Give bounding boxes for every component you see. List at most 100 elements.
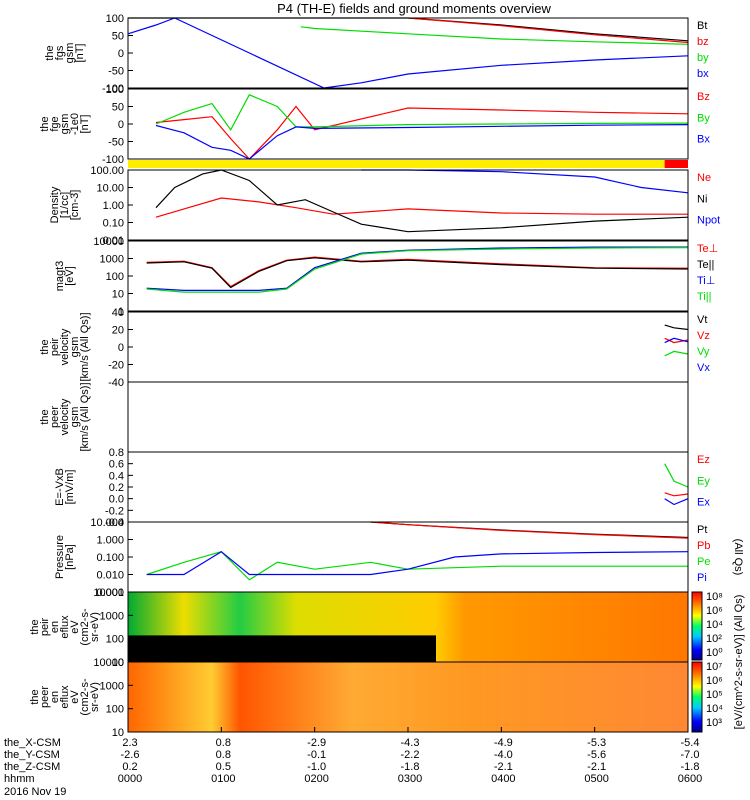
y-tick-label: 100	[106, 704, 124, 716]
y-axis-label: gsm	[64, 43, 76, 64]
y-tick-label: 50	[112, 31, 124, 43]
series-fge-By	[155, 94, 689, 131]
status-bar	[128, 160, 688, 168]
y-axis-label: sr-eV)	[89, 682, 101, 712]
colorbar-tick: 10³	[706, 717, 722, 729]
series-temp-Te||	[146, 257, 689, 289]
panel-frame	[127, 451, 689, 523]
y-tick-label: 1.00	[103, 200, 124, 212]
y-axis-label: peer	[39, 686, 51, 708]
y-axis-label: [nPa]	[64, 544, 76, 570]
colorbar-lower	[691, 661, 703, 733]
status-bar-red	[664, 160, 688, 168]
y-tick-label: 100	[106, 634, 124, 646]
series-pressure-Pi	[146, 550, 689, 576]
y-tick-label: 20	[112, 325, 124, 337]
panel-frame	[127, 381, 689, 453]
colorbar-tick: 10²	[706, 633, 722, 645]
panel-pressure: Pt Pb Pe Pi 10.000 1.000 0.100 0.010 0.001 Pressu…	[54, 517, 744, 599]
y-tick-label: -0.4	[105, 517, 124, 529]
legend-temp-Ti||: Ti||	[697, 291, 711, 303]
series-efield-Ex	[664, 498, 689, 506]
legend-pressure-Pi: Pi	[697, 572, 707, 584]
panel-peir_vel: Vt Vz Vy Vx 40 20 0 -20 -40 thepeirvelocitygsm[km…	[39, 307, 710, 389]
series-efield-Ez	[664, 492, 689, 497]
legend-pressure-Pb: Pb	[697, 540, 710, 552]
footer-value: -2.1	[587, 761, 606, 773]
y-tick-label: 100	[106, 84, 124, 96]
footer-value: 0400	[491, 773, 515, 785]
series-fgs-bz	[407, 17, 689, 44]
y-tick-label: -20	[108, 360, 124, 372]
spectrogram-gap	[128, 635, 436, 662]
footer-value: -0.1	[307, 749, 326, 761]
legend-fgs-bz: bz	[697, 36, 709, 48]
spectrogram-image	[128, 662, 688, 732]
y-tick-label: 0.6	[109, 459, 124, 471]
legend-efield-Ex: Ex	[697, 497, 710, 509]
series-peir_vel-Vy	[664, 350, 689, 357]
colorbar-tick: 10⁶	[706, 675, 723, 687]
footer-value: 0100	[211, 773, 235, 785]
footer-value: -4.9	[494, 737, 513, 749]
colorbar-tick: 10⁷	[706, 661, 722, 673]
y-axis-label: (cm2-s-	[79, 608, 91, 646]
panel-peir_spec: 10000 1000 100 10 thepeirenefluxeV(cm2-s-sr-…	[29, 587, 689, 669]
legend-pressure-Pt: Pt	[697, 524, 707, 536]
series-efield-Ey	[664, 463, 689, 488]
y-axis-label: [km/s (All Qs)]	[79, 382, 91, 451]
legend-temp-Te⊥: Te⊥	[697, 243, 718, 255]
legend-peir_vel-Vt: Vt	[697, 314, 707, 326]
y-tick-label: 10000	[93, 657, 124, 669]
series-pressure-Pt	[370, 521, 689, 539]
y-tick-label: 100	[106, 271, 124, 283]
legend-temp-Te||: Te||	[697, 259, 714, 271]
series-density-Npot	[361, 169, 689, 194]
legend-efield-Ez: Ez	[697, 454, 710, 466]
y-tick-label: 0.10	[103, 218, 124, 230]
legend-density-Ne: Ne	[697, 172, 711, 184]
footer-value: 0600	[678, 773, 702, 785]
y-axis-label: E=-VxB	[54, 468, 66, 506]
footer-value: 0300	[398, 773, 422, 785]
plot-title: P4 (TH-E) fields and ground moments over…	[277, 1, 551, 16]
series-density-Ne	[155, 197, 688, 218]
series-pressure-Pe	[146, 551, 688, 581]
legend-fgs-bx: bx	[697, 68, 709, 80]
footer-value: 0.5	[216, 761, 231, 773]
y-axis-label: the	[39, 339, 51, 354]
y-tick-label: -100	[102, 83, 124, 95]
y-tick-label: 10000	[93, 587, 124, 599]
y-axis-label: [1/cc]	[59, 192, 71, 218]
colorbar: 10⁸ 10⁶ 10⁴ 10² 10⁰ 10⁷ 10⁶ 10⁵ 10⁴ 10³ [eV/(cm^2-…	[691, 591, 745, 733]
panel-peer_spec: 10000 1000 100 10 thepeerenefluxeV(cm2-s-sr-…	[29, 657, 689, 739]
footer-row-label: hhmm	[4, 773, 35, 785]
y-tick-label: 40	[112, 307, 124, 319]
colorbar-tick: 10⁰	[706, 647, 723, 659]
colorbar-tick: 10⁴	[706, 703, 723, 715]
footer-value: -1.8	[681, 761, 700, 773]
y-tick-label: 0	[118, 48, 124, 60]
y-tick-label: 1	[118, 306, 124, 318]
footer-value: -2.6	[121, 749, 140, 761]
series-density-Ni	[155, 169, 689, 233]
y-tick-label: 0.0	[109, 494, 124, 506]
y-axis-label: [mV/m]	[64, 470, 76, 505]
y-tick-label: 10.00	[96, 183, 124, 195]
legend-temp-Ti⊥: Ti⊥	[697, 275, 715, 287]
footer-value: 0000	[118, 773, 142, 785]
footer-value: -1.0	[307, 761, 326, 773]
y-axis-label: [cm-3]	[69, 190, 81, 221]
y-axis-label: velocity	[59, 328, 71, 365]
y-tick-label: 10	[112, 727, 124, 739]
y-axis-label: en	[49, 691, 61, 703]
footer-ephemeris: the_X-CSM 2.3 0.8 -2.9 -4.3 -4.9 -5.3 -5.4 the_Y…	[4, 727, 702, 798]
y-tick-label: 0	[118, 119, 124, 131]
y-tick-label: 0.2	[109, 482, 124, 494]
y-tick-label: 1000	[100, 254, 124, 266]
y-axis-label: gsm	[69, 407, 81, 428]
y-axis-label: the	[29, 689, 41, 704]
y-tick-label: -0.2	[105, 505, 124, 517]
